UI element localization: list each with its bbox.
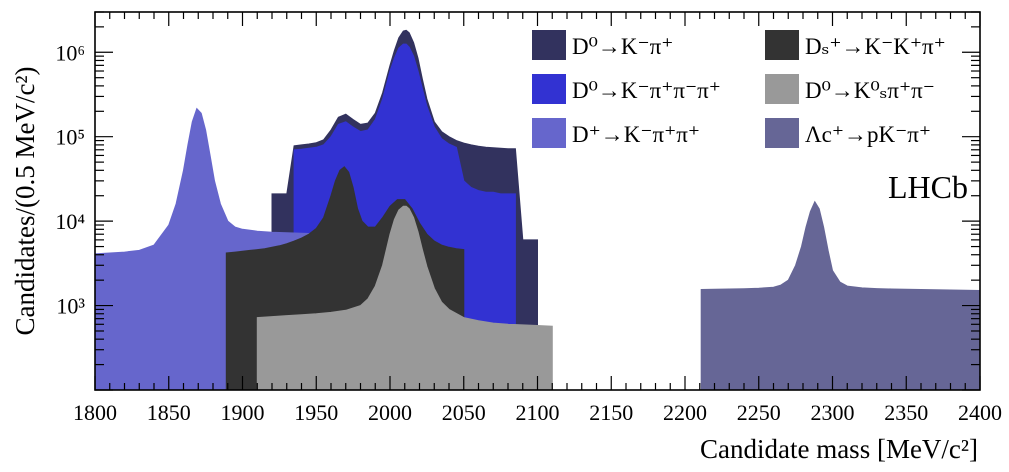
series-layer xyxy=(94,29,981,391)
x-tick-label: 2100 xyxy=(516,400,560,425)
axis-ticks xyxy=(94,11,981,391)
legend: D⁰→K⁻π⁺ D⁰→K⁻π⁺π⁻π⁺ D⁺→K⁻π⁺π⁺ Dₛ⁺→K⁻K⁺π⁺ D⁰→… xyxy=(532,30,946,148)
legend-label-3: D⁺→K⁻π⁺π⁺ xyxy=(572,122,700,147)
legend-swatch-5 xyxy=(765,74,799,104)
x-tick-label: 1850 xyxy=(147,400,191,425)
y-tick-label: 10⁵ xyxy=(55,125,85,150)
experiment-label: LHCb xyxy=(888,169,968,205)
legend-label-4: Dₛ⁺→K⁻K⁺π⁺ xyxy=(805,34,946,59)
x-tick-label: 2250 xyxy=(737,400,781,425)
series-area-5 xyxy=(256,205,553,391)
x-tick-label: 1900 xyxy=(221,400,265,425)
x-tick-label: 2350 xyxy=(884,400,928,425)
x-tick-label: 2150 xyxy=(589,400,633,425)
legend-swatch-1 xyxy=(532,30,566,60)
tick-labels: 1800 1850 1900 1950 2000 2050 2100 2150 2200 2250… xyxy=(55,40,1002,425)
x-tick-label: 2300 xyxy=(811,400,855,425)
legend-swatch-6 xyxy=(765,118,799,148)
legend-swatch-3 xyxy=(532,118,566,148)
y-tick-label: 10⁴ xyxy=(55,209,85,234)
y-tick-label: 10³ xyxy=(56,294,85,319)
y-tick-label: 10⁶ xyxy=(55,40,85,65)
legend-label-2: D⁰→K⁻π⁺π⁻π⁺ xyxy=(572,78,721,103)
legend-label-1: D⁰→K⁻π⁺ xyxy=(572,34,673,59)
series-area-6 xyxy=(700,200,981,391)
y-axis-title: Candidates/(0.5 MeV/c²) xyxy=(10,66,40,335)
x-tick-label: 2000 xyxy=(368,400,412,425)
legend-label-6: Λc⁺→pK⁻π⁺ xyxy=(805,122,931,147)
x-axis-title: Candidate mass [MeV/c²] xyxy=(700,434,978,464)
x-tick-label: 2050 xyxy=(442,400,486,425)
x-tick-label: 2200 xyxy=(663,400,707,425)
legend-swatch-2 xyxy=(532,74,566,104)
x-tick-label: 1950 xyxy=(294,400,338,425)
legend-label-5: D⁰→K⁰ₛπ⁺π⁻ xyxy=(805,78,935,103)
x-tick-label: 1800 xyxy=(73,400,117,425)
x-tick-label: 2400 xyxy=(958,400,1002,425)
legend-swatch-4 xyxy=(765,30,799,60)
